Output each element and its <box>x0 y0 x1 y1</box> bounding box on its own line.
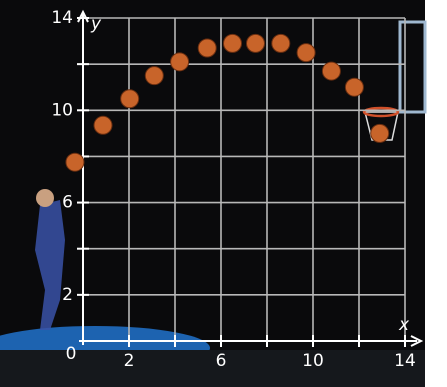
x-tick-label: 0 <box>66 344 77 364</box>
y-tick-label: 6 <box>62 193 73 213</box>
ball <box>224 34 242 52</box>
x-axis-label: x <box>398 315 410 335</box>
ball <box>94 116 112 134</box>
margin <box>425 0 447 387</box>
ball <box>345 78 363 96</box>
ball <box>322 62 340 80</box>
x-tick-label: 10 <box>302 351 324 371</box>
y-tick-label: 2 <box>62 285 73 305</box>
x-tick-label: 6 <box>216 351 227 371</box>
ball <box>145 67 163 85</box>
ball <box>171 53 189 71</box>
ball <box>371 124 389 142</box>
ball <box>121 90 139 108</box>
y-axis-label: y <box>90 14 102 34</box>
ball <box>198 39 216 57</box>
ball <box>297 44 315 62</box>
ball <box>272 34 290 52</box>
player-head <box>36 189 54 207</box>
floor <box>0 350 425 387</box>
ball <box>247 34 265 52</box>
x-tick-label: 2 <box>124 351 135 371</box>
ball <box>66 153 84 171</box>
y-tick-label: 14 <box>51 8 73 28</box>
y-tick-label: 10 <box>51 100 73 120</box>
x-tick-label: 14 <box>394 351 416 371</box>
chart: 2 6 10 14 0 2 6 10 14 x y <box>0 0 447 387</box>
